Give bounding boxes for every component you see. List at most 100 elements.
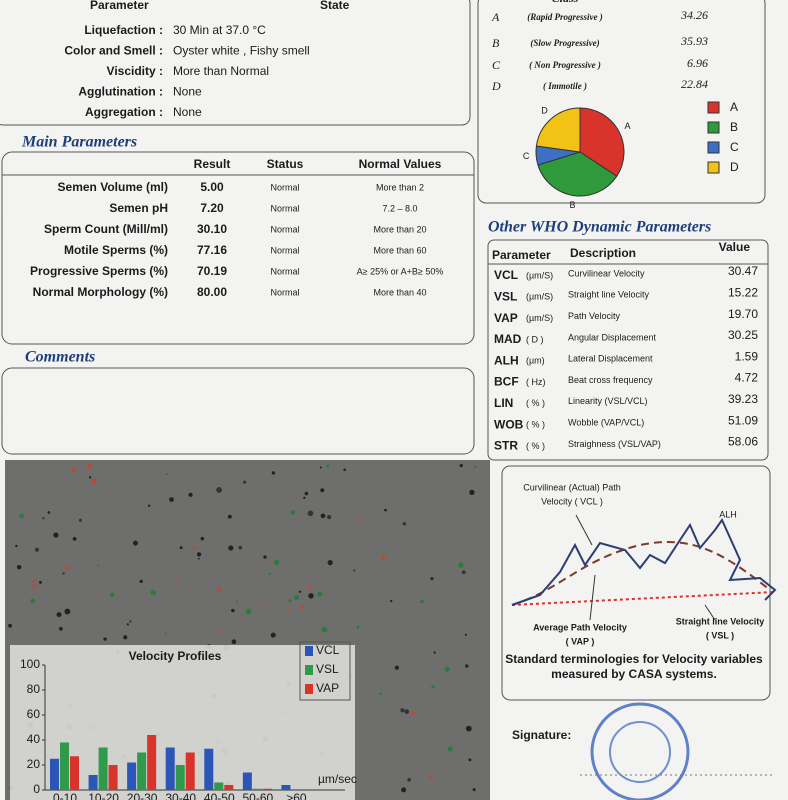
dot (321, 626, 328, 633)
dot (188, 492, 193, 497)
dot (123, 635, 128, 640)
status: Normal (270, 203, 299, 213)
bar (60, 742, 69, 790)
dot (32, 584, 37, 589)
bar (185, 752, 195, 790)
param-code: VSL (494, 289, 517, 303)
param-desc: Straighness (VSL/VAP) (568, 439, 661, 449)
physical-box (0, 0, 471, 126)
dot (473, 465, 477, 468)
bar (165, 747, 175, 790)
bar (204, 748, 214, 790)
param-label: Viscidity : (107, 64, 163, 78)
bar (175, 765, 185, 790)
header: Result (194, 157, 231, 171)
legend-swatch (305, 646, 313, 656)
dot (216, 486, 223, 493)
param-label: Liquefaction : (84, 23, 163, 37)
pie-label: D (541, 106, 548, 116)
param-value: 39.23 (728, 392, 758, 406)
bar (88, 775, 98, 790)
dot (179, 546, 183, 550)
dot (150, 589, 157, 596)
signature-label: Signature: (512, 728, 571, 742)
param-code: VCL (494, 268, 518, 282)
motility-box (477, 0, 766, 204)
dot (90, 478, 97, 485)
bar (281, 785, 291, 790)
dot (32, 579, 36, 583)
param-desc: Wobble (VAP/VCL) (568, 417, 644, 427)
x-tick-label: 20-30 (127, 791, 158, 800)
dot (19, 513, 25, 519)
result: 30.10 (197, 222, 227, 236)
y-tick-label: 20 (27, 757, 41, 771)
param-desc: Angular Displacement (568, 332, 657, 342)
param-desc: Beat cross frequency (568, 375, 653, 385)
vcl-pointer (575, 514, 593, 546)
dot (459, 463, 463, 468)
legend-swatch (707, 101, 720, 114)
pie-label: C (523, 151, 530, 161)
dot (447, 746, 453, 752)
diagram-label: Straight line Velocity (676, 616, 765, 626)
param-code: BCF (494, 375, 519, 389)
legend-label: A (730, 100, 738, 114)
dot (307, 585, 312, 589)
dot (380, 554, 386, 560)
diagram-label: ( VSL ) (706, 630, 734, 640)
dot (56, 612, 62, 618)
header: Description (570, 246, 636, 260)
header: State (320, 0, 350, 12)
param-code: LIN (494, 396, 513, 410)
dot (34, 547, 39, 552)
dot (288, 599, 292, 603)
legend-label: D (730, 160, 739, 174)
class-percent: 22.84 (681, 77, 708, 91)
param-unit: ( % ) (526, 419, 545, 429)
row-label: Sperm Count (Mill/ml) (44, 222, 168, 236)
param-unit: (µm/S) (526, 270, 553, 280)
param-desc: Path Velocity (568, 311, 621, 321)
legend-label: C (730, 140, 739, 154)
dot (231, 639, 237, 645)
dot (320, 513, 326, 519)
param-code: STR (494, 439, 518, 453)
row-label: Normal Morphology (%) (33, 285, 168, 299)
dot (59, 626, 63, 631)
class-percent: 6.96 (687, 56, 708, 70)
row-label: Semen pH (109, 201, 168, 215)
dot (38, 580, 42, 584)
dot (469, 489, 475, 496)
param-value: 58.06 (728, 435, 758, 449)
dot (219, 630, 222, 634)
dot (231, 608, 235, 613)
dot (356, 625, 360, 629)
param-value: 30.47 (728, 264, 758, 278)
param-value: More than Normal (173, 64, 269, 78)
diagram-label: ALH (719, 509, 737, 519)
class-letter: B (492, 36, 500, 50)
dot (42, 517, 45, 520)
row-label: Semen Volume (ml) (58, 180, 168, 194)
dot (458, 562, 464, 568)
dot (16, 565, 22, 570)
dot (287, 609, 290, 612)
x-tick-label: 50-60 (243, 791, 274, 800)
dot (72, 536, 77, 541)
header: Class (552, 0, 579, 5)
param-label: Color and Smell : (64, 44, 163, 58)
pie-slice (537, 151, 618, 197)
section-title: Other WHO Dynamic Parameters (488, 219, 711, 236)
dot (86, 463, 93, 469)
header: Normal Values (359, 157, 442, 171)
param-code: MAD (494, 332, 522, 346)
param-unit: ( % ) (526, 441, 545, 451)
dot (192, 545, 196, 550)
dot (71, 466, 77, 472)
dot (97, 564, 100, 567)
dot (132, 540, 138, 546)
param-unit: (µm/S) (526, 313, 553, 323)
dot (109, 592, 115, 598)
dot (402, 522, 407, 526)
